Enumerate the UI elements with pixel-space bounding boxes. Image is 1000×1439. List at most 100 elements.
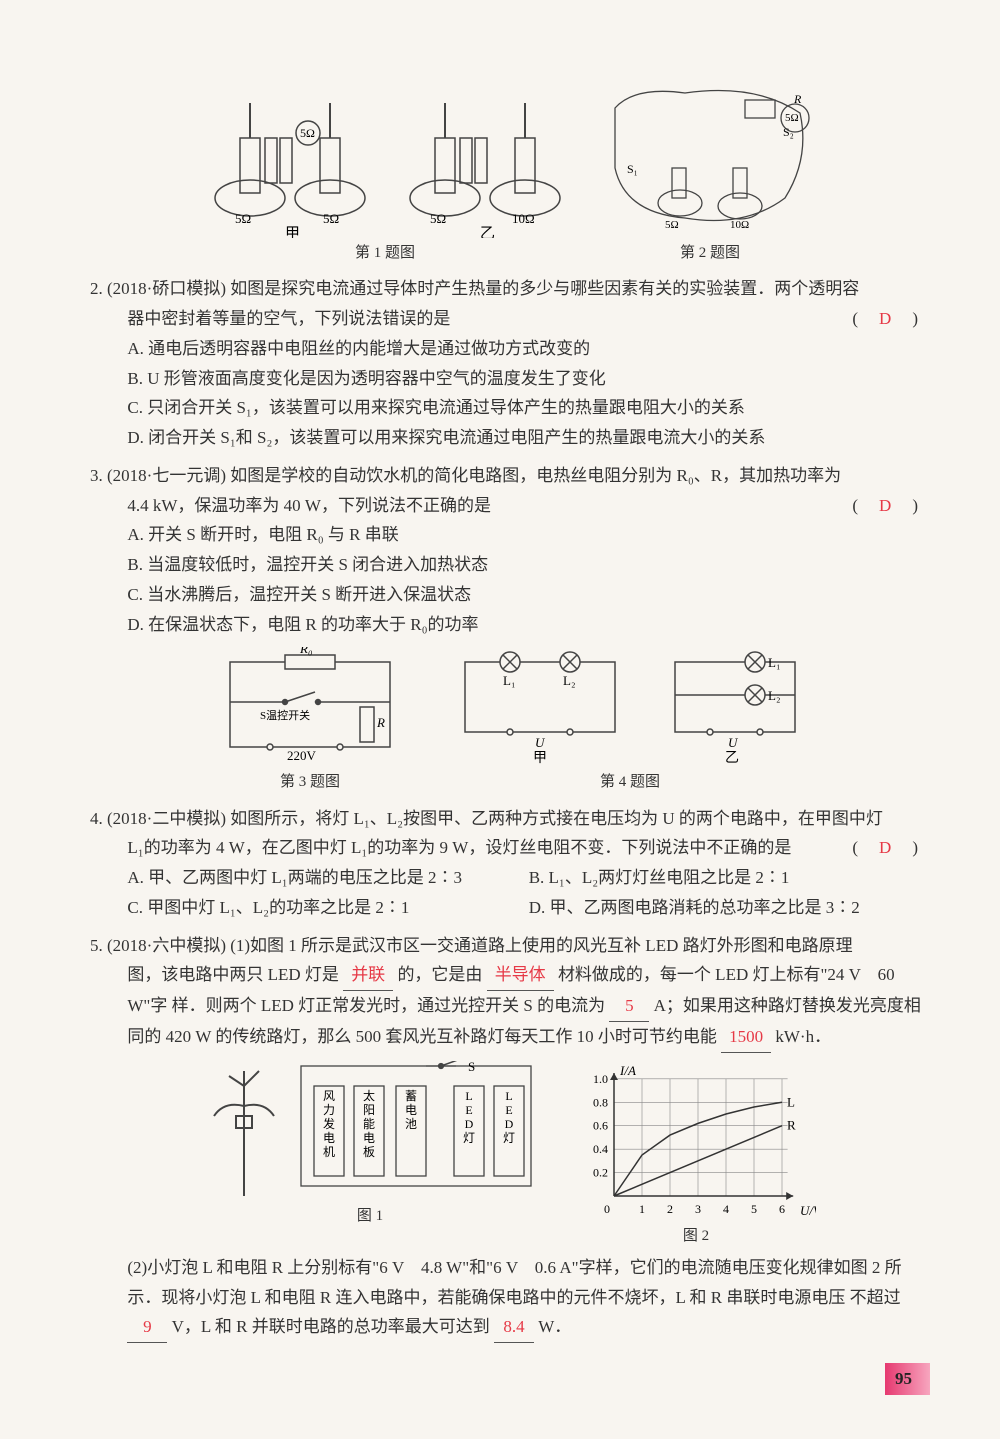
svg-text:0.6: 0.6 xyxy=(593,1118,608,1132)
question-5: 5. (2018·六中模拟) (1)如图 1 所示是武汉市区一交通道路上使用的风… xyxy=(90,931,930,961)
q5-p1a: (1)如图 1 所示是武汉市区一交通道路上使用的风光互补 LED 路灯外形图和电… xyxy=(230,936,852,955)
q3-num: 3. xyxy=(90,466,103,485)
fig1-left-label: 甲 xyxy=(285,226,300,238)
fig3-r: R xyxy=(376,715,385,730)
figure-5-right: 1234560.20.40.60.81.0U/VI/A0LR 图 2 xyxy=(576,1061,816,1249)
figure-4-caption: 第 4 题图 xyxy=(600,769,660,795)
question-3: 3. (2018·七一元调) 如图是学校的自动饮水机的简化电路图，电热丝电阻分别… xyxy=(90,461,930,491)
fig4-l2b: L₂ xyxy=(768,688,780,703)
fig4-l2a: L₂ xyxy=(563,673,575,688)
fig1-right-label: 乙 xyxy=(480,226,495,238)
svg-text:3: 3 xyxy=(695,1202,701,1216)
fig5-block-label: 太阳能电板 xyxy=(363,1088,375,1159)
q2-stem1: 如图是探究电流通过导体时产生热量的多少与哪些因素有关的实验装置．两个透明容 xyxy=(230,279,859,298)
q3-stem1: 如图是学校的自动饮水机的简化电路图，电热丝电阻分别为 R₀、R，其加热功率为 xyxy=(230,466,841,485)
q2-opt-a: A. 通电后透明容器中电阻丝的内能增大是通过做功方式改变的 xyxy=(127,334,930,364)
figure-5-left: S 风力发电机 太阳能电板 蓄电池 LED灯 LED灯 图 1 xyxy=(204,1061,536,1249)
q2-answer-paren: ( D ) xyxy=(852,304,930,334)
q4-opt-a: A. 甲、乙两图中灯 L₁两端的电压之比是 2∶3 xyxy=(127,863,528,893)
q3-src: (2018·七一元调) xyxy=(107,466,226,485)
figure-2-caption: 第 2 题图 xyxy=(680,240,740,266)
svg-text:U/V: U/V xyxy=(800,1203,816,1218)
q4-answer: D xyxy=(879,838,893,857)
fig4-l1a: L₁ xyxy=(503,673,515,688)
fig4-left-label: 甲 xyxy=(533,751,547,766)
fig1-top-r: 5Ω xyxy=(300,126,315,140)
fig1-left-r1: 5Ω xyxy=(235,211,251,226)
fig1-right-r2: 10Ω xyxy=(512,211,535,226)
q5-fill-5: 9 xyxy=(127,1312,167,1343)
q5-num: 5. xyxy=(90,936,103,955)
q2-stem2: 器中密封着等量的空气，下列说法错误的是 xyxy=(127,309,450,328)
q5-fill-2: 半导体 xyxy=(487,960,554,991)
figure-5-left-caption: 图 1 xyxy=(357,1203,383,1229)
fig5-block-label: LED灯 xyxy=(463,1089,475,1145)
q5-body: 图，该电路中两只 LED 灯是 并联 的，它是由 半导体 材料做成的，每一个 L… xyxy=(90,960,930,1052)
figure-1: 5Ω 5Ω 5Ω 甲 5Ω 10Ω 乙 xyxy=(205,78,565,266)
streetlight-icon xyxy=(204,1061,284,1201)
q5-p2e: W． xyxy=(538,1317,571,1336)
q3-opt-d: D. 在保温状态下，电阻 R 的功率大于 R₀的功率 xyxy=(127,610,930,640)
q4-src: (2018·二中模拟) xyxy=(107,809,226,828)
fig3-v: 220V xyxy=(287,748,317,763)
fig1-right-r1: 5Ω xyxy=(430,211,446,226)
figure-row-1-2: 5Ω 5Ω 5Ω 甲 5Ω 10Ω 乙 xyxy=(90,78,930,266)
fig2-r2: 10Ω xyxy=(730,219,749,231)
q5-fill-4: 1500 xyxy=(721,1022,771,1053)
figure-4: L₁ L₂ U 甲 L₁ L₂ U 乙 第 4 题图 xyxy=(450,647,810,795)
fig2-s2: S₂ xyxy=(783,125,794,139)
svg-text:2: 2 xyxy=(667,1202,673,1216)
q3-stem2: 4.4 kW，保温功率为 40 W，下列说法不正确的是 xyxy=(127,496,491,515)
q5-p2c: 不超过 xyxy=(850,1288,901,1307)
svg-text:1: 1 xyxy=(639,1202,645,1216)
fig2-R: R xyxy=(793,92,802,106)
q4-stem1: 如图所示，将灯 L₁、L₂按图甲、乙两种方式接在电压均为 U 的两个电路中，在甲… xyxy=(230,809,883,828)
fig5-switch: S xyxy=(468,1061,475,1074)
fig5-block-label: 蓄电池 xyxy=(405,1089,417,1131)
svg-text:4: 4 xyxy=(723,1202,729,1216)
svg-text:0.8: 0.8 xyxy=(593,1095,608,1109)
q5-p1g: 420 W 的传统路灯，那么 500 套风光互补路灯每天工作 10 小时可节约电… xyxy=(166,1027,717,1046)
q5-fill-1: 并联 xyxy=(343,960,393,991)
iv-chart: 1234560.20.40.60.81.0U/VI/A0LR xyxy=(576,1061,816,1221)
q5-fill-6: 8.4 xyxy=(494,1312,534,1343)
figure-3: R₀ S温控开关 R 220V 第 3 题图 xyxy=(210,647,410,795)
q5-src: (2018·六中模拟) xyxy=(107,936,226,955)
figure-2: S₁ S₂ 5Ω R 5Ω 10Ω 第 2 题图 xyxy=(605,78,815,266)
figure-3-caption: 第 3 题图 xyxy=(280,769,340,795)
q5-p1c: 的，它是由 xyxy=(397,965,482,984)
q3-answer-paren: ( D ) xyxy=(852,491,930,521)
q2-answer: D xyxy=(879,309,893,328)
figure-1-caption: 第 1 题图 xyxy=(355,240,415,266)
q2-opt-b: B. U 形管液面高度变化是因为透明容器中空气的温度发生了变化 xyxy=(127,364,930,394)
fig1-left-r2: 5Ω xyxy=(323,211,339,226)
svg-text:I/A: I/A xyxy=(619,1063,636,1078)
q3-options: A. 开关 S 断开时，电阻 R₀ 与 R 串联 B. 当温度较低时，温控开关 … xyxy=(90,520,930,639)
question-4: 4. (2018·二中模拟) 如图所示，将灯 L₁、L₂按图甲、乙两种方式接在电… xyxy=(90,804,930,834)
q3-opt-c: C. 当水沸腾后，温控开关 S 断开进入保温状态 xyxy=(127,580,930,610)
q2-src: (2018·硚口模拟) xyxy=(107,279,226,298)
q2-opt-d: D. 闭合开关 S₁和 S₂，该装置可以用来探究电流通过电阻产生的热量跟电流大小… xyxy=(127,423,930,453)
q4-answer-paren: ( D ) xyxy=(852,833,930,863)
svg-text:0: 0 xyxy=(604,1202,610,1216)
fig4-l1b: L₁ xyxy=(768,655,780,670)
figure-row-5: S 风力发电机太阳能电板蓄电池LED灯LED灯 图 1 1234560.20.4… xyxy=(90,1061,930,1249)
page-number: 95 xyxy=(885,1363,930,1395)
q5-p1e: 样．则两个 LED 灯正常发光时，通过光控开关 S 的电流为 xyxy=(172,996,606,1015)
svg-text:R: R xyxy=(787,1117,796,1132)
q5-p1h: kW·h． xyxy=(775,1027,831,1046)
q5-fill-3: 5 xyxy=(609,991,649,1022)
q2-opt-c: C. 只闭合开关 S₁，该装置可以用来探究电流通过导体产生的热量跟电阻大小的关系 xyxy=(127,393,930,423)
q4-opt-d: D. 甲、乙两图电路消耗的总功率之比是 3∶2 xyxy=(529,893,930,923)
fig2-s1: S₁ xyxy=(627,162,638,176)
page-footer: 95 xyxy=(90,1363,930,1395)
fig5-block-label: 风力发电机 xyxy=(323,1089,335,1159)
svg-text:0.4: 0.4 xyxy=(593,1142,608,1156)
fig3-r0: R₀ xyxy=(299,647,312,656)
svg-text:L: L xyxy=(787,1094,795,1109)
svg-text:5: 5 xyxy=(751,1202,757,1216)
fig3-s: S温控开关 xyxy=(260,708,310,722)
fig5-block-label: LED灯 xyxy=(503,1089,515,1145)
q4-opt-b: B. L₁、L₂两灯灯丝电阻之比是 2∶1 xyxy=(529,863,930,893)
q4-stem2: L₁的功率为 4 W，在乙图中灯 L₁的功率为 9 W，设灯丝电阻不变．下列说法… xyxy=(127,838,791,857)
